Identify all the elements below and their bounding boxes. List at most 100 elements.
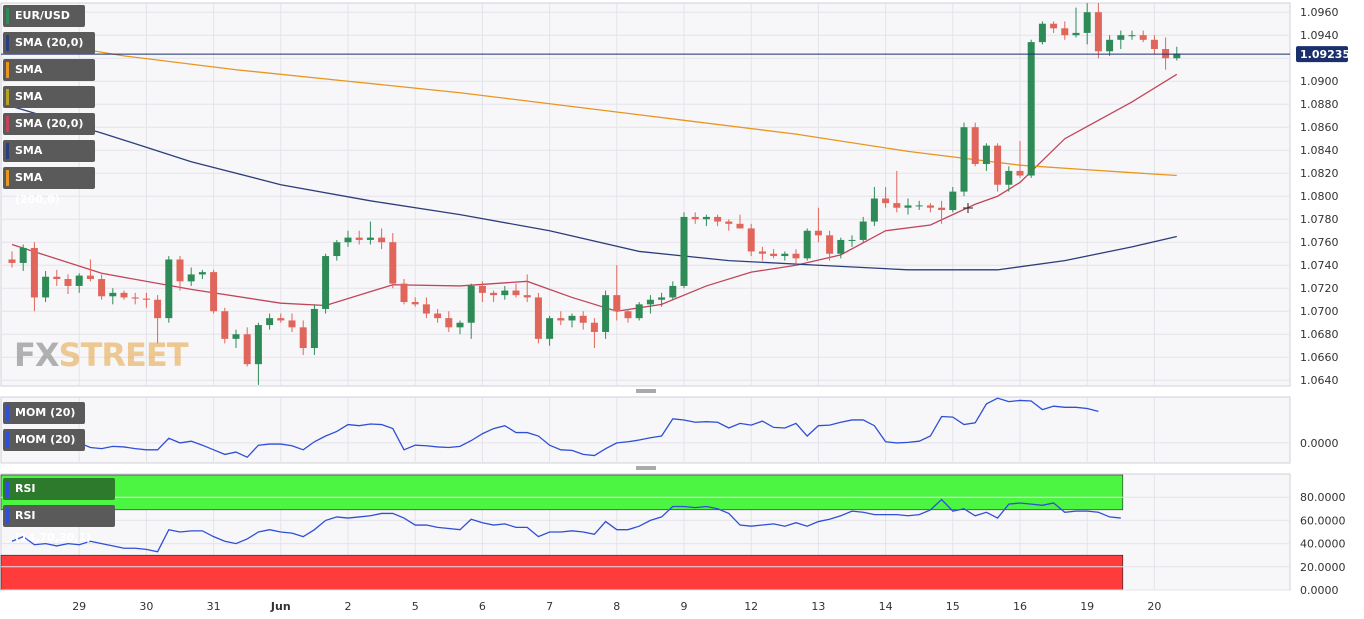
candle-body xyxy=(1072,32,1080,36)
candle-body xyxy=(42,276,50,298)
rsi-oversold-zone xyxy=(0,554,1124,591)
candle-body xyxy=(53,276,61,280)
candle-body xyxy=(131,297,139,299)
candle xyxy=(445,311,453,332)
candle xyxy=(288,313,296,332)
mom-line xyxy=(11,397,1099,459)
x-tick-label: 15 xyxy=(946,600,960,613)
candle xyxy=(1072,7,1080,38)
candle-body xyxy=(736,223,744,229)
candle-body xyxy=(333,242,341,257)
candle-body xyxy=(613,295,621,312)
candle-body xyxy=(680,216,688,286)
y-tick-label: 1.0700 xyxy=(1300,305,1339,318)
candle xyxy=(1117,30,1125,50)
candle-body xyxy=(848,239,856,241)
candle xyxy=(322,253,330,314)
legend-text: MOM (20) xyxy=(15,406,76,419)
candle xyxy=(803,228,811,261)
candle xyxy=(131,292,139,305)
y-tick-label: 1.0800 xyxy=(1300,190,1339,203)
sma-legend-chip[interactable]: SMA (20,0) xyxy=(3,32,95,54)
candle xyxy=(467,283,475,339)
candle-body xyxy=(221,311,229,339)
candle xyxy=(1139,30,1147,43)
symbol-label[interactable]: EUR/USD xyxy=(3,5,85,27)
candle-body xyxy=(75,275,83,286)
sma-legend-chip[interactable]: SMA (100,0) xyxy=(3,140,95,179)
candle-body xyxy=(266,318,274,326)
x-tick-label: 9 xyxy=(681,600,688,613)
candle xyxy=(64,274,72,294)
candle-body xyxy=(109,292,117,297)
y-tick-label: 1.0940 xyxy=(1300,29,1339,42)
candle xyxy=(1038,21,1046,45)
candle-body xyxy=(467,285,475,323)
candle-body xyxy=(310,308,318,349)
candle-body xyxy=(478,285,486,293)
y-tick-label: 1.0740 xyxy=(1300,259,1339,272)
candle xyxy=(1150,35,1158,54)
candle-body xyxy=(355,237,363,240)
candle xyxy=(165,256,173,323)
candle-body xyxy=(702,216,710,220)
candle xyxy=(333,239,341,261)
candle-body xyxy=(982,145,990,165)
candle-body xyxy=(994,145,1002,185)
candle-body xyxy=(8,259,16,263)
candle xyxy=(714,214,722,227)
candle-body xyxy=(669,285,677,298)
candle-body xyxy=(1027,42,1035,176)
candle-body xyxy=(165,259,173,319)
candle-body xyxy=(1162,49,1170,59)
candle-body xyxy=(299,327,307,349)
candle-body xyxy=(523,295,531,298)
candle xyxy=(1027,39,1035,178)
candle xyxy=(42,270,50,303)
x-tick-label: 5 xyxy=(412,600,419,613)
sma-legend-chip[interactable]: SMA (200,0) xyxy=(3,167,95,206)
legend-swatch xyxy=(6,481,9,497)
candle xyxy=(198,269,206,280)
candle xyxy=(624,308,632,323)
candle xyxy=(658,292,666,307)
sma-legend-chip[interactable]: SMA (100,0) xyxy=(3,59,95,98)
candle-body xyxy=(882,198,890,204)
rsi-y-tick-label: 20.0000 xyxy=(1300,561,1346,574)
candle xyxy=(254,322,262,385)
candle xyxy=(210,269,218,314)
candle-body xyxy=(456,322,464,328)
candle-body xyxy=(837,239,845,254)
y-tick-label: 1.0860 xyxy=(1300,121,1339,134)
candle-body xyxy=(322,256,330,309)
candle-body xyxy=(949,191,957,211)
candle xyxy=(792,249,800,266)
candle xyxy=(1173,46,1181,61)
candle-body xyxy=(30,247,38,298)
last-price-label-bg xyxy=(1296,46,1348,63)
candle-body xyxy=(747,228,755,252)
mom-legend-chip[interactable]: MOM (20) xyxy=(3,402,85,424)
candle xyxy=(725,219,733,231)
candle xyxy=(747,223,755,257)
sma-legend-chip[interactable]: SMA (200,0) xyxy=(3,86,95,125)
rsi-legend-chip[interactable]: RSI (14,70,30,1) xyxy=(3,478,115,517)
sma-line xyxy=(11,73,1178,312)
candle xyxy=(19,244,27,271)
sma-legend-chip[interactable]: SMA (20,0) xyxy=(3,113,95,135)
candle-body xyxy=(411,302,419,305)
candle-body xyxy=(232,334,240,339)
candle xyxy=(1094,3,1102,59)
candle xyxy=(120,290,128,300)
candle xyxy=(826,230,834,261)
candle xyxy=(411,297,419,307)
rsi-legend-chip[interactable]: RSI (14,70,30,1) xyxy=(3,505,115,544)
candle-body xyxy=(86,275,94,280)
candle-body xyxy=(210,272,218,312)
candle xyxy=(1061,21,1069,40)
candle-body xyxy=(120,292,128,298)
candle-body xyxy=(154,299,162,319)
candle-body xyxy=(1038,23,1046,43)
mom-legend-chip[interactable]: MOM (20) xyxy=(3,429,85,451)
